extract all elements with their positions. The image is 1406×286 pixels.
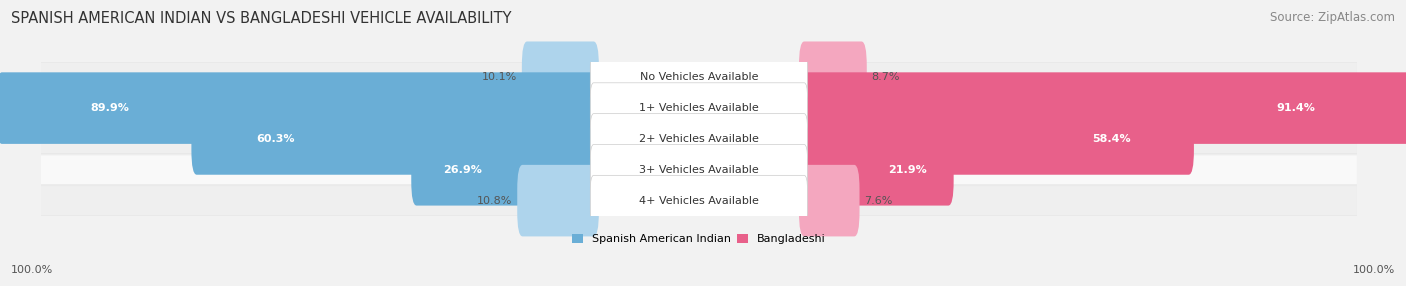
Text: 21.9%: 21.9% xyxy=(889,165,927,175)
Text: 91.4%: 91.4% xyxy=(1277,103,1316,113)
FancyBboxPatch shape xyxy=(799,41,866,113)
Text: 1+ Vehicles Available: 1+ Vehicles Available xyxy=(640,103,759,113)
FancyBboxPatch shape xyxy=(517,165,599,237)
Text: 58.4%: 58.4% xyxy=(1092,134,1130,144)
FancyBboxPatch shape xyxy=(799,72,1406,144)
FancyBboxPatch shape xyxy=(41,155,1357,184)
FancyBboxPatch shape xyxy=(522,41,599,113)
FancyBboxPatch shape xyxy=(41,186,1357,215)
Text: 100.0%: 100.0% xyxy=(1353,265,1395,275)
Text: Source: ZipAtlas.com: Source: ZipAtlas.com xyxy=(1270,11,1395,24)
Text: 7.6%: 7.6% xyxy=(865,196,893,206)
FancyBboxPatch shape xyxy=(41,93,1357,123)
Text: 10.1%: 10.1% xyxy=(482,72,517,82)
FancyBboxPatch shape xyxy=(799,134,953,206)
FancyBboxPatch shape xyxy=(591,175,807,226)
FancyBboxPatch shape xyxy=(0,72,599,144)
Text: 60.3%: 60.3% xyxy=(256,134,295,144)
FancyBboxPatch shape xyxy=(591,144,807,195)
FancyBboxPatch shape xyxy=(799,103,1194,175)
FancyBboxPatch shape xyxy=(412,134,599,206)
Text: 10.8%: 10.8% xyxy=(477,196,513,206)
Text: 8.7%: 8.7% xyxy=(872,72,900,82)
FancyBboxPatch shape xyxy=(591,83,807,133)
Text: 4+ Vehicles Available: 4+ Vehicles Available xyxy=(638,196,759,206)
FancyBboxPatch shape xyxy=(591,114,807,164)
Text: 2+ Vehicles Available: 2+ Vehicles Available xyxy=(638,134,759,144)
Legend: Spanish American Indian, Bangladeshi: Spanish American Indian, Bangladeshi xyxy=(572,234,827,245)
Text: 26.9%: 26.9% xyxy=(443,165,482,175)
FancyBboxPatch shape xyxy=(591,52,807,103)
FancyBboxPatch shape xyxy=(799,165,859,237)
Text: SPANISH AMERICAN INDIAN VS BANGLADESHI VEHICLE AVAILABILITY: SPANISH AMERICAN INDIAN VS BANGLADESHI V… xyxy=(11,11,512,26)
Text: 3+ Vehicles Available: 3+ Vehicles Available xyxy=(640,165,759,175)
FancyBboxPatch shape xyxy=(41,62,1357,92)
FancyBboxPatch shape xyxy=(41,124,1357,154)
Text: No Vehicles Available: No Vehicles Available xyxy=(640,72,758,82)
FancyBboxPatch shape xyxy=(191,103,599,175)
Text: 100.0%: 100.0% xyxy=(11,265,53,275)
Text: 89.9%: 89.9% xyxy=(90,103,129,113)
